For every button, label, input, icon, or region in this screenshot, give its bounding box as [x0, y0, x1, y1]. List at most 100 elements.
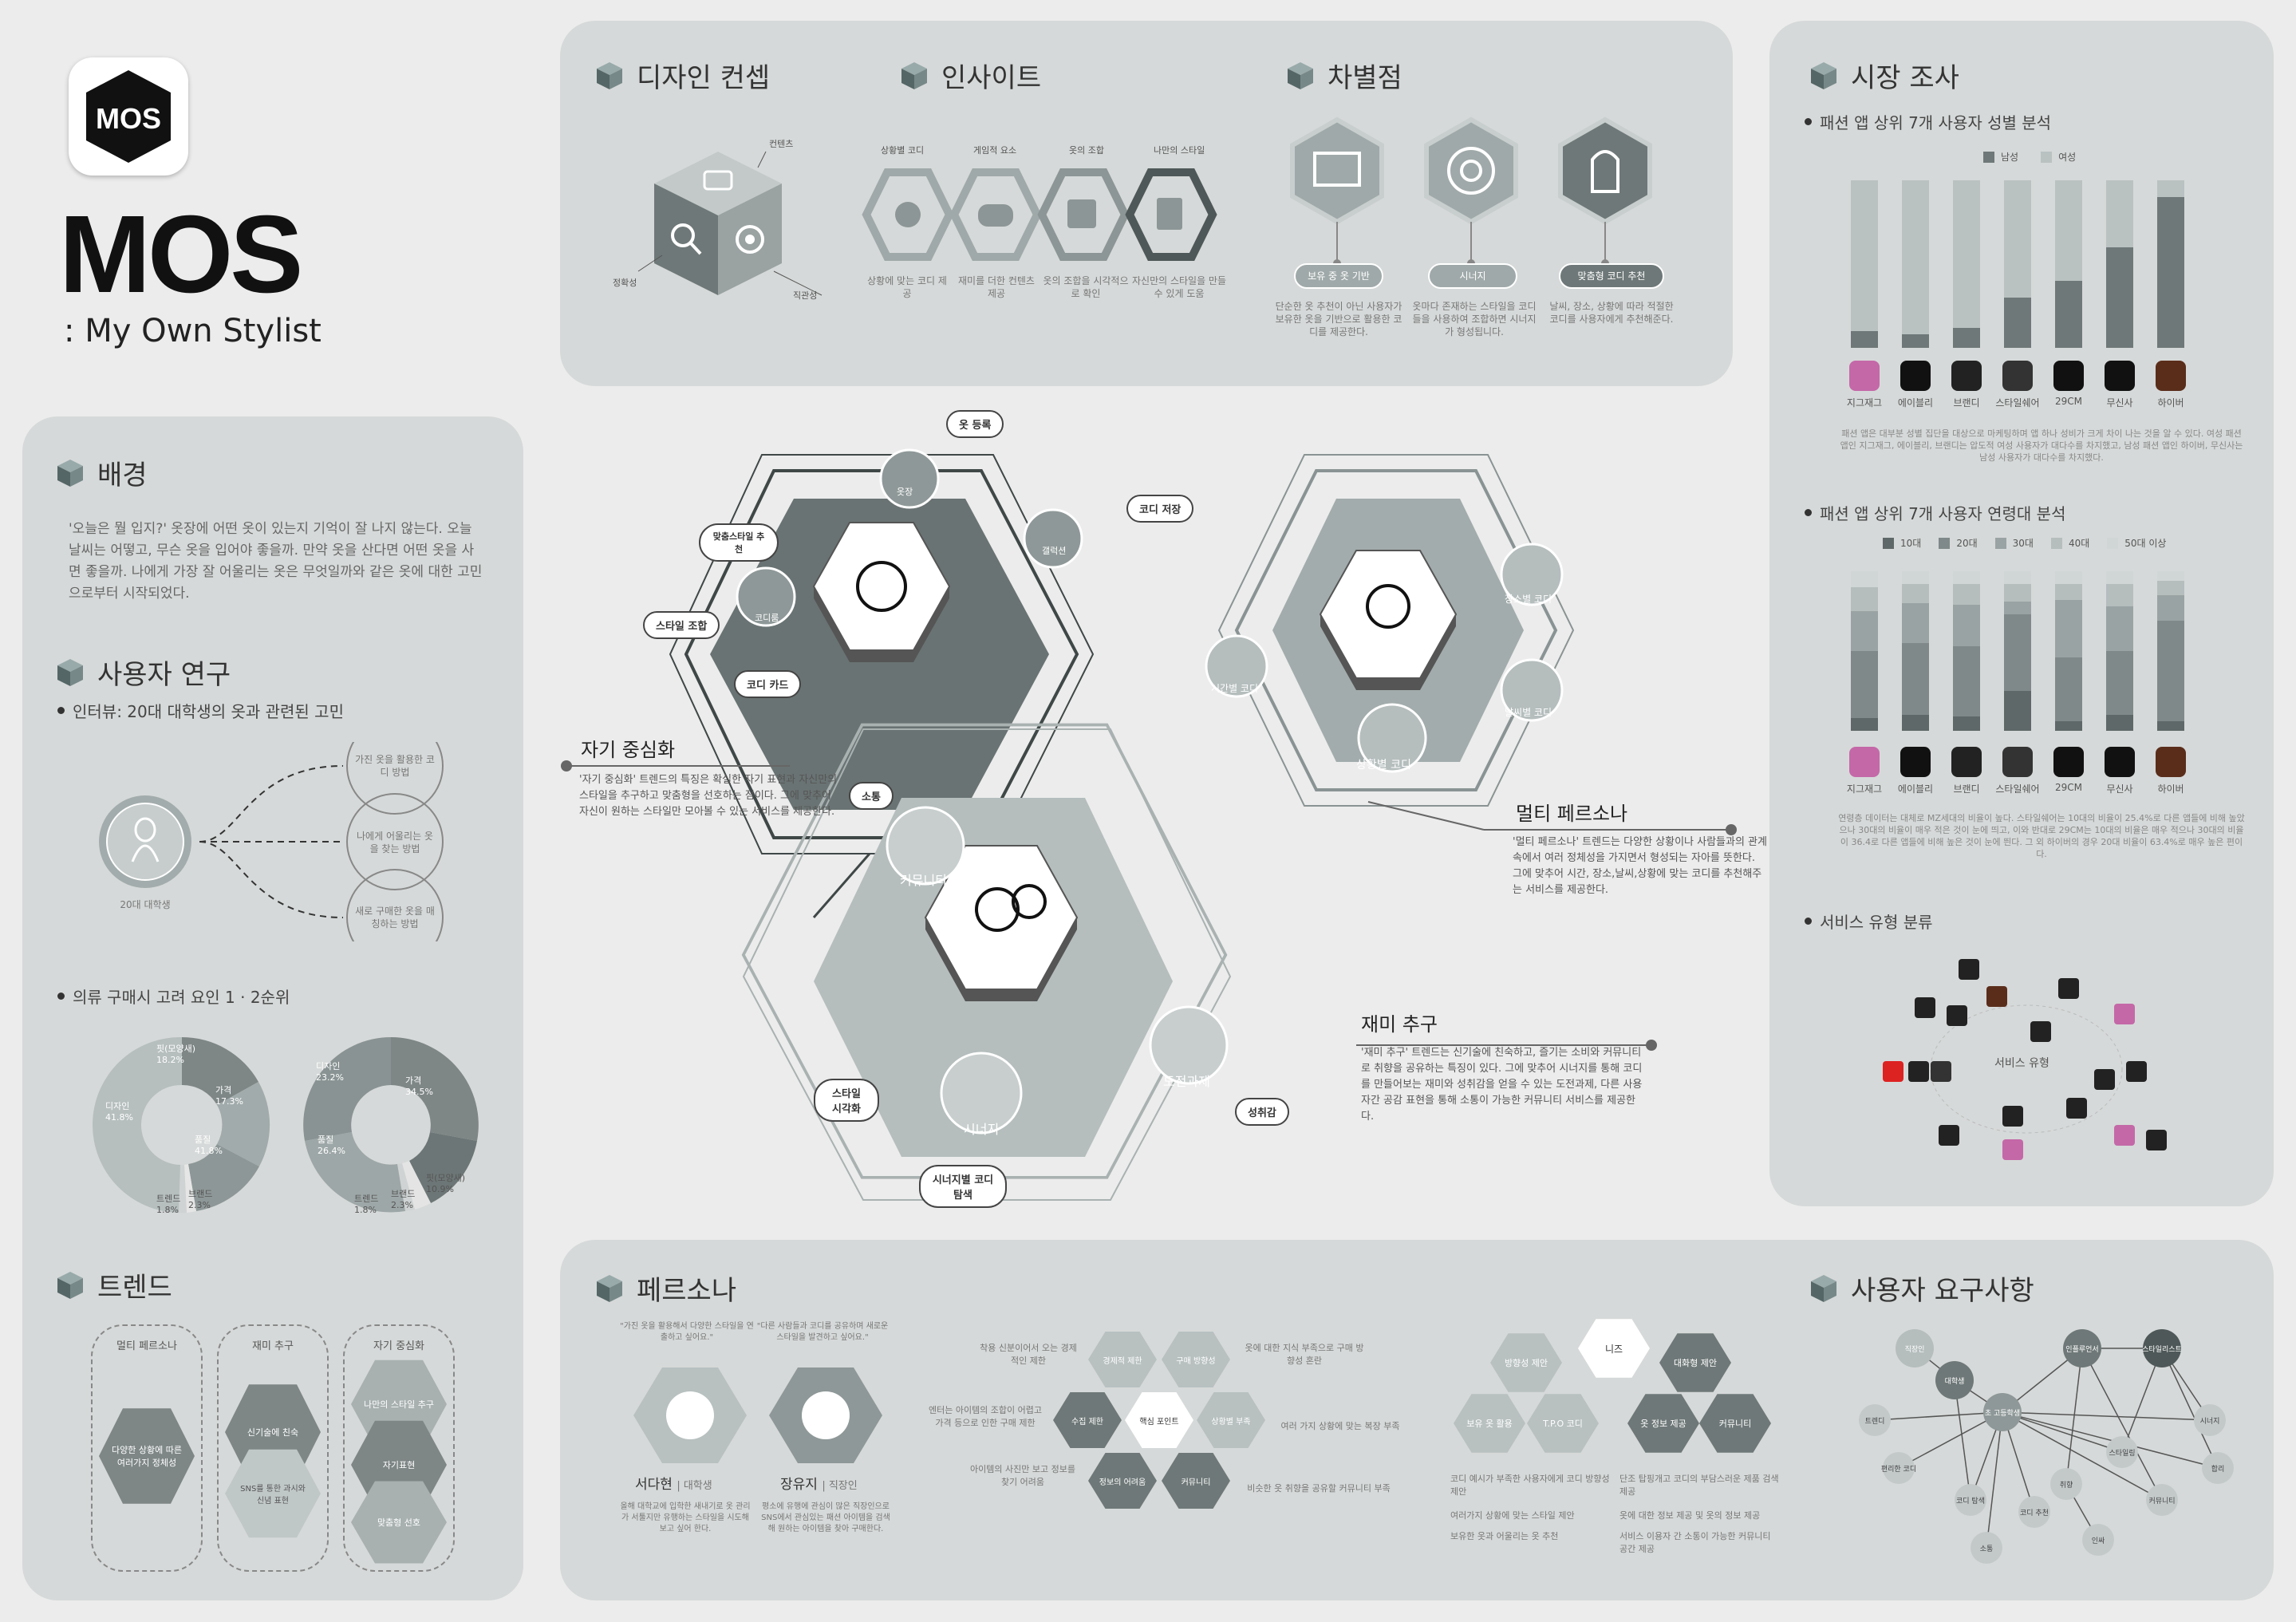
app-icon: [2156, 361, 2186, 391]
persona-icon: [1366, 584, 1410, 629]
pain-text: 아이템의 사진만 보고 정보를 찾기 어려움: [970, 1464, 1075, 1487]
network-node: 합리: [2202, 1452, 2234, 1484]
network-node: 코디 추천: [2018, 1496, 2050, 1528]
age-segment: [1953, 584, 1980, 605]
donut1-label: 디자인 41.8%: [105, 1101, 133, 1123]
section-title: 시장 조사: [1851, 62, 1959, 94]
donut1-slice: [184, 1164, 196, 1213]
gender-bar: [2157, 180, 2184, 348]
network-node: 인싸: [2082, 1524, 2114, 1556]
donut1-slice: [188, 1144, 259, 1211]
icon-label: 시너지: [964, 1122, 1000, 1137]
icon-label: 옷장: [897, 487, 913, 497]
cube-icon: [1811, 61, 1836, 89]
diff-pill: 맞춤형 코디 추천: [1559, 263, 1664, 289]
age-bars: [1851, 571, 2226, 731]
pain-text: 여러 가지 상황에 맞는 복장 부족: [1280, 1421, 1400, 1431]
donut1-label: 가격 17.3%: [215, 1085, 243, 1107]
needs-hex: 옷 정보 제공: [1627, 1394, 1699, 1453]
donut2-slice: [397, 1163, 415, 1211]
app-icon: [1900, 361, 1931, 391]
callout-title: 자기 중심화: [581, 739, 676, 761]
age-segment: [2106, 715, 2133, 731]
app-icon: [2156, 747, 2186, 777]
needs-hex: 방향성 제안: [1490, 1333, 1562, 1392]
diff-desc: 날씨, 장소, 상황에 따라 적절한 코디를 사용자에게 추천해준다.: [1549, 301, 1674, 325]
callout-text: '재미 추구' 트렌드는 신기술에 친숙하고, 즐기는 소비와 커뮤니티로 취향…: [1361, 1047, 1643, 1123]
network-node: 시너지: [2194, 1404, 2226, 1436]
age-segment: [2004, 602, 2031, 614]
svg-text:인플루언서: 인플루언서: [2065, 1344, 2098, 1354]
age-app-row: 지그재그 에이블리 브랜디 스타일쉐어 29CM 무신사 하이버: [1840, 747, 2239, 803]
codiroom-icon: [736, 566, 796, 627]
age-title: 패션 앱 상위 7개 사용자 연령대 분석: [1805, 501, 2065, 524]
age-bar: [1851, 571, 1878, 731]
section-title: 사용자 연구: [97, 659, 231, 691]
network-edge: [2065, 1348, 2083, 1485]
diff-hex-2: [1424, 116, 1518, 267]
needs-bullet: 옷에 대한 정보 제공 및 옷의 정보 제공: [1619, 1510, 1761, 1521]
section-trend: 트렌드: [56, 1265, 172, 1304]
male-segment: [1902, 334, 1929, 348]
age-segment: [2055, 571, 2082, 584]
app-icon: [2053, 361, 2084, 391]
network-edge: [1898, 1411, 2003, 1469]
network-edge: [2081, 1348, 2163, 1501]
svg-text:코디 탐색: 코디 탐색: [1956, 1496, 1985, 1506]
diff-desc: 단순한 옷 추천이 아닌 사용자가 보유한 옷을 기반으로 활용한 코디를 제공…: [1275, 301, 1402, 337]
avatar: [802, 1391, 850, 1439]
pain-hex: 상황별 부족: [1197, 1392, 1265, 1448]
donut2-label: 디자인 23.2%: [316, 1061, 344, 1083]
service-map: [1883, 959, 2167, 1160]
age-segment: [1851, 651, 1878, 718]
male-segment: [2004, 298, 2031, 348]
age-segment: [2157, 621, 2184, 721]
woman-icon: [131, 817, 160, 862]
tag-custom-style: 맞춤스타일 추천: [699, 523, 779, 562]
persona1-name: 서다현 | 대학생: [635, 1477, 712, 1493]
age-segment: [2055, 600, 2082, 657]
section-requirements: 사용자 요구사항: [1809, 1269, 2034, 1308]
clock-icon: [1205, 634, 1268, 698]
age-legend: 10대 20대 30대 40대 50대 이상: [1883, 536, 2166, 550]
age-bar: [2055, 571, 2082, 731]
interview-subtitle: 인터뷰: 20대 대학생의 옷과 관련된 고민: [57, 699, 344, 722]
gender-bars: [1851, 180, 2226, 348]
svg-text:초 고등학생: 초 고등학생: [1985, 1409, 2020, 1418]
network-node: 대학생: [1935, 1361, 1974, 1399]
male-segment: [1851, 331, 1878, 348]
insight-top: 상황별 코디: [881, 145, 925, 156]
cube-icon: [901, 61, 927, 89]
callout-title: 재미 추구: [1361, 1013, 1438, 1036]
diff-hex-3: [1558, 116, 1652, 267]
svg-text:스타일리스트: 스타일리스트: [2142, 1345, 2182, 1354]
brand-logo: MOS: [69, 57, 188, 176]
brand-title: MOS: [59, 193, 303, 316]
tag-save-coordi: 코디 저장: [1126, 495, 1194, 523]
app-label: 무신사: [2106, 397, 2133, 408]
app-label: 스타일쉐어: [1995, 783, 2040, 795]
section-title: 디자인 컨셉: [637, 62, 771, 94]
age-segment: [2004, 691, 2031, 731]
persona-label: 20대 대학생: [120, 899, 171, 910]
donut2-slice: [409, 1132, 477, 1203]
app-icon: [1849, 361, 1880, 391]
persona2-desc: 평소에 유행에 관심이 많은 직장인으로 SNS에서 관심있는 패션 아이템을 …: [761, 1502, 890, 1533]
svg-text:인싸: 인싸: [2092, 1537, 2105, 1545]
svg-text:직장인: 직장인: [1905, 1345, 1925, 1354]
persona1-desc: 올해 대학교에 입학한 새내기로 옷 관리가 서툴지만 유행하는 스타일을 시도…: [620, 1502, 751, 1533]
male-segment: [2055, 281, 2082, 348]
icon-label: 갤럭션: [1042, 546, 1067, 556]
diff-desc: 옷마다 존재하는 스타일을 코디들을 사용하여 조합하면 시너지가 형성됩니다.: [1412, 301, 1537, 337]
donut2-label: 핏(모양새) 10.9%: [426, 1173, 466, 1194]
insight-bottom: 상황에 맞는 코디 제공: [867, 275, 947, 299]
tag-style-combo: 스타일 조합: [643, 611, 720, 639]
section-insight: 인사이트: [900, 56, 1041, 95]
donut2-slice: [391, 1037, 479, 1141]
trend-title: 재미 추구: [252, 1340, 294, 1352]
icon-label: 도전과제: [1163, 1074, 1210, 1089]
age-legend-item: 20대: [1939, 536, 1978, 550]
age-legend-item: 30대: [1994, 536, 2034, 550]
svg-text:소통: 소통: [1980, 1545, 1994, 1553]
network-node: 소통: [1971, 1532, 2002, 1564]
